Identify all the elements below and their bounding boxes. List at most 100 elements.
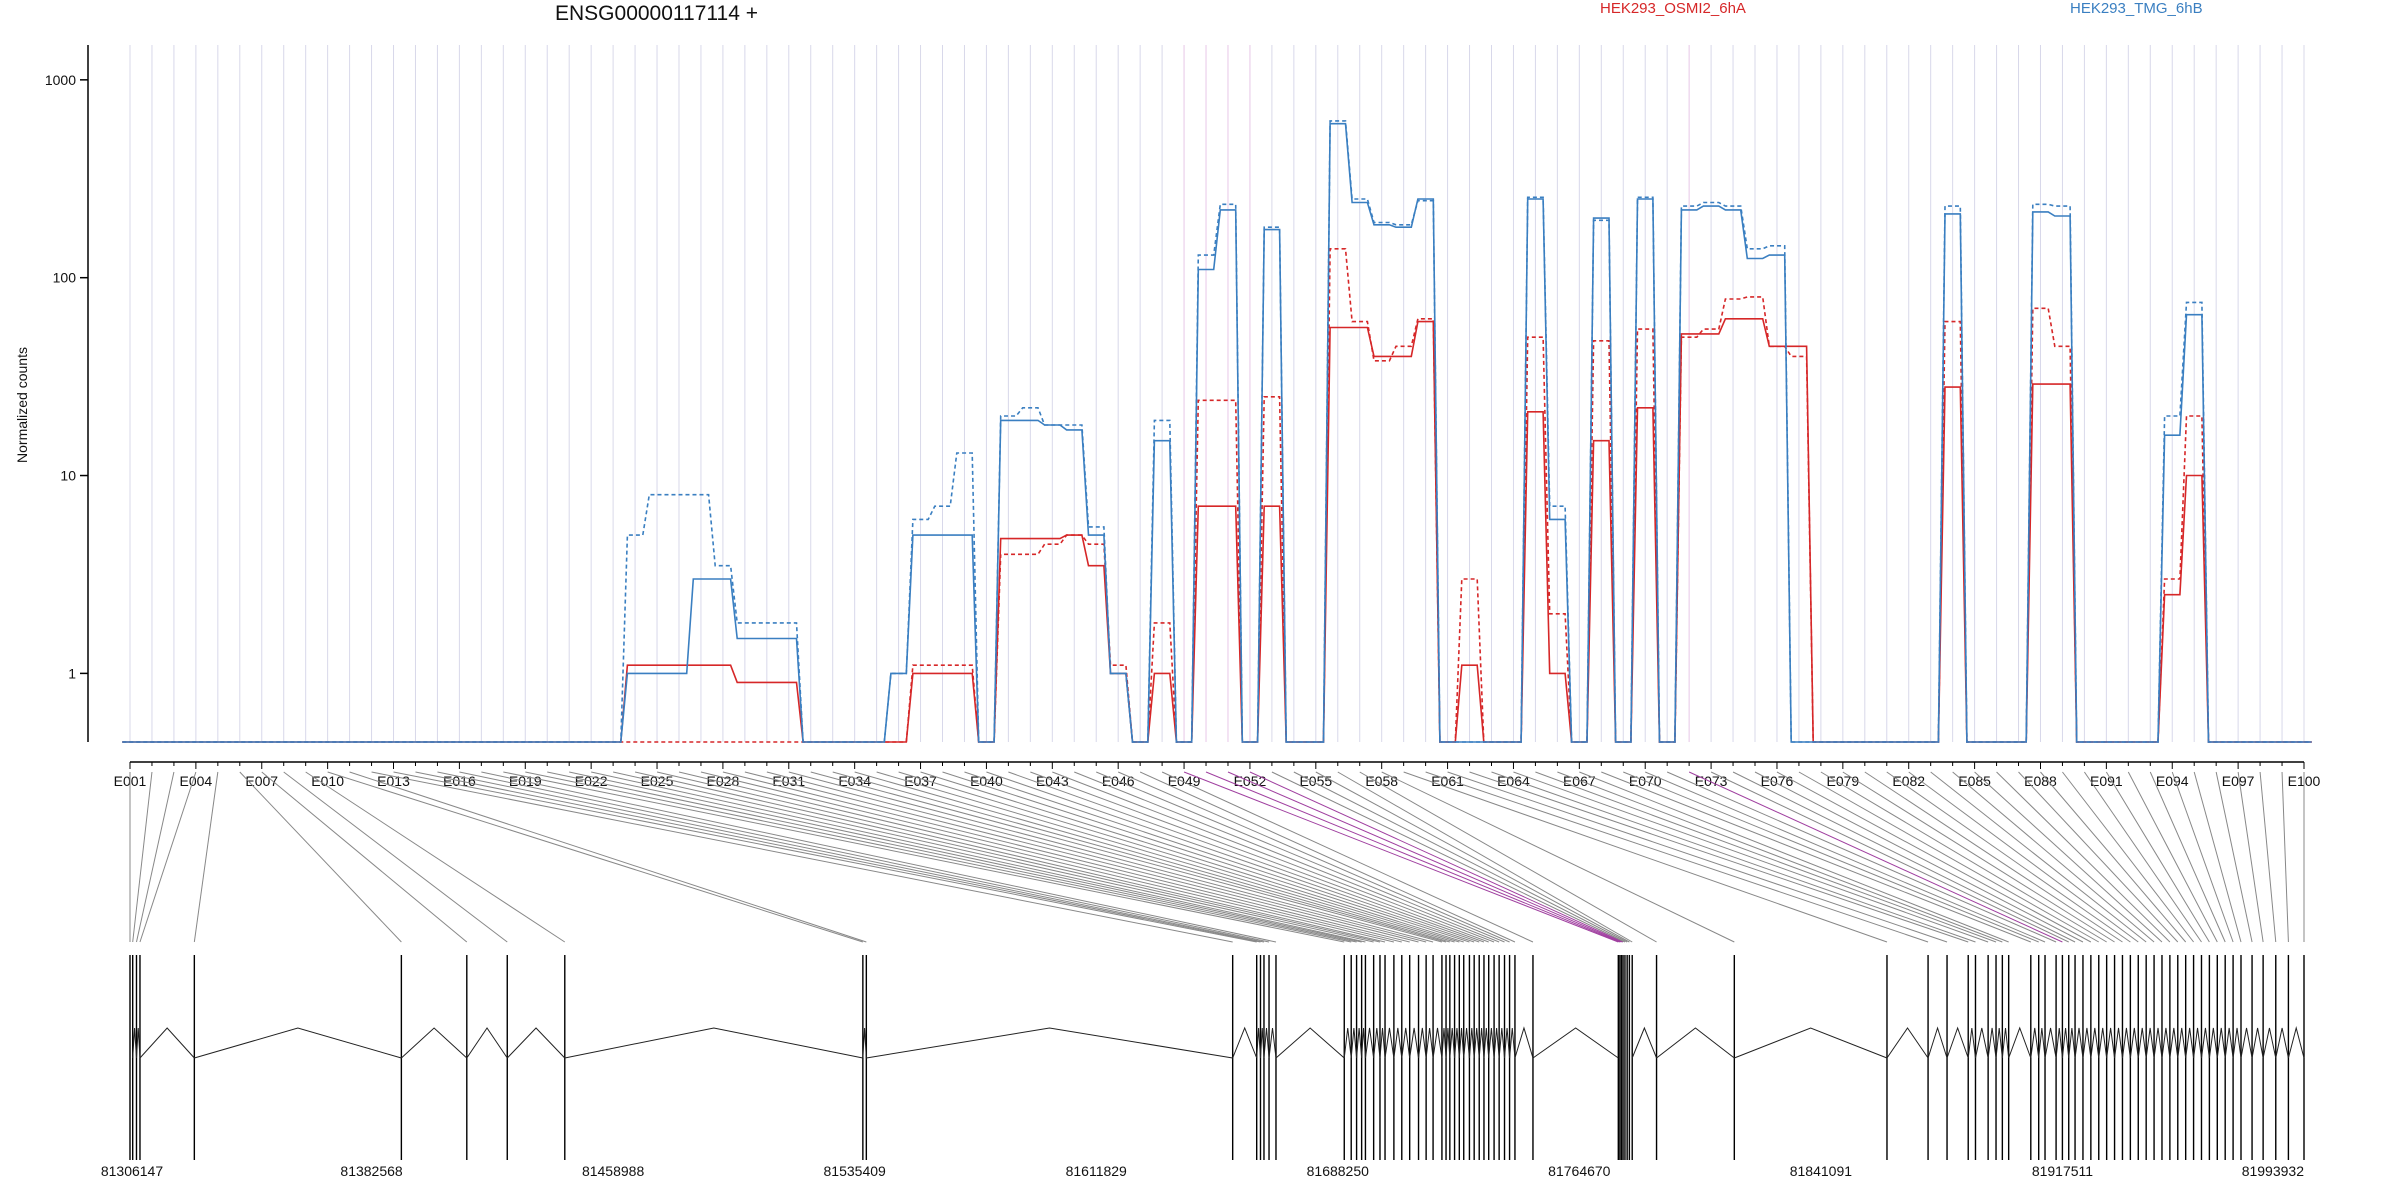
intron-line [2185, 1027, 2195, 1059]
mapping-line [2215, 771, 2253, 943]
mapping-line [1557, 771, 2003, 943]
mapping-line [2105, 771, 2210, 943]
mapping-line [437, 771, 1265, 943]
mapping-line [1842, 771, 2115, 943]
mapping-line [1820, 771, 2107, 943]
intron-line [2008, 1026, 2032, 1059]
mapping-line [920, 771, 1464, 943]
intron-line [2074, 1027, 2084, 1059]
intron-line [2224, 1027, 2234, 1059]
intron-line [1232, 1026, 1258, 1059]
intron-line [2114, 1027, 2123, 1059]
intron-line [1463, 1027, 1470, 1059]
x-tick-label: E055 [1299, 773, 1332, 789]
gene-model: 81306147 81382568 81458988 81535409 81611829… [101, 955, 2305, 1179]
intron-line [2287, 1026, 2305, 1059]
intron-line [1504, 1027, 1511, 1059]
intron-line [1498, 1027, 1506, 1059]
intron-line [1418, 1027, 1427, 1059]
mapping-line [1688, 771, 2063, 943]
x-tick-label: E094 [2156, 773, 2189, 789]
exon-genome-mapping [129, 771, 2305, 943]
mapping-line [1271, 771, 1626, 943]
intron-line [1275, 1027, 1345, 1059]
intron-line [1256, 1027, 1261, 1059]
x-tick-label: E049 [1168, 773, 1201, 789]
intron-line [2200, 1027, 2210, 1059]
mapping-line [1096, 771, 1505, 943]
legend-label-tmg: HEK293_TMG_6hB [2070, 0, 2203, 17]
mapping-line [1623, 771, 2039, 943]
x-tick-label: E082 [1892, 773, 1925, 789]
intron-line [1886, 1027, 1929, 1059]
mapping-line [1798, 771, 2100, 943]
mapping-line [1381, 771, 1735, 943]
intron-line [1509, 1027, 1516, 1059]
series-lines [122, 120, 2312, 743]
intron-line [1379, 1027, 1386, 1059]
mapping-line [1930, 771, 2147, 943]
mapping-line [810, 771, 1443, 943]
genomic-coordinate-label: 81458988 [582, 1163, 645, 1179]
intron-line [1483, 1027, 1490, 1059]
mapping-line [2149, 771, 2226, 943]
intron-line [2098, 1027, 2108, 1059]
mapping-line [1908, 771, 2139, 943]
mapping-line [193, 771, 219, 943]
mapping-line [283, 771, 508, 943]
mapping-line [415, 771, 1261, 943]
intron-line [1350, 1027, 1358, 1059]
mapping-line [722, 771, 1410, 943]
mapping-line [239, 771, 402, 943]
mapping-line [1864, 771, 2123, 943]
mapping-line [1425, 771, 1929, 943]
intron-line [2145, 1027, 2155, 1059]
intron-line [2240, 1027, 2253, 1059]
legend-label-osmi: HEK293_OSMI2_6hA [1600, 0, 1746, 17]
intron-line [1393, 1027, 1403, 1059]
chart-title: ENSG00000117114 + [555, 2, 758, 25]
y-tick-label: 1000 [45, 72, 76, 88]
intron-line [2177, 1027, 2187, 1059]
intron-line [1468, 1027, 1475, 1059]
mapping-line [744, 771, 1419, 943]
mapping-line [2127, 771, 2218, 943]
mapping-line [2062, 771, 2194, 943]
intron-line [2030, 1027, 2040, 1059]
intron-line [1946, 1026, 1969, 1059]
mapping-line [1666, 771, 2057, 943]
mapping-line [1579, 771, 2009, 943]
intron-line [2121, 1027, 2131, 1059]
x-tick-label: E079 [1826, 773, 1859, 789]
intron-line [1631, 1026, 1658, 1059]
intron-line [2082, 1027, 2092, 1059]
series-line-2 [122, 122, 2312, 743]
intron-line [1995, 1027, 2003, 1059]
intron-line [1454, 1027, 1460, 1059]
x-tick-label: E004 [180, 773, 213, 789]
intron-line [1425, 1027, 1434, 1059]
genomic-coordinate-label: 81382568 [340, 1163, 403, 1179]
exon-grid [129, 45, 2305, 742]
intron-line [2068, 1027, 2076, 1059]
intron-line [1401, 1027, 1411, 1059]
intron-line [506, 1027, 566, 1059]
mapping-line [481, 771, 1277, 943]
intron-line [2137, 1027, 2147, 1059]
intron-line [2106, 1027, 2116, 1059]
intron-line [2262, 1027, 2277, 1059]
mapping-line [1074, 771, 1500, 943]
mapping-line [1996, 771, 2171, 943]
mapping-line [942, 771, 1470, 943]
x-tick-label: E034 [838, 773, 871, 789]
mapping-line [1205, 771, 1621, 943]
intron-line [866, 1027, 1233, 1059]
intron-line [401, 1027, 468, 1059]
mapping-line [591, 771, 1366, 943]
intron-line [2232, 1027, 2242, 1059]
mapping-line [1469, 771, 1969, 943]
mapping-line [393, 771, 1257, 943]
genomic-coordinate-label: 81993932 [2242, 1163, 2305, 1179]
mapping-line [349, 771, 867, 943]
mapping-line [2259, 771, 2277, 943]
